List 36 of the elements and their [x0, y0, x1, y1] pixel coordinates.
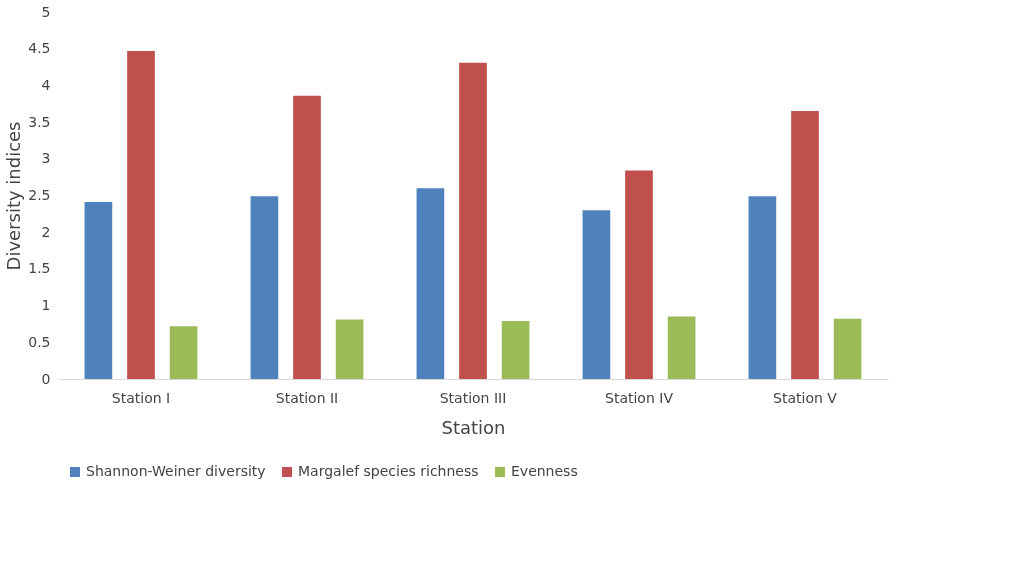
y-axis-title: Diversity indices — [3, 121, 25, 271]
y-tick-label: 4.5 — [28, 40, 51, 57]
bar — [833, 318, 862, 379]
y-tick-label: 4 — [41, 76, 51, 93]
bar — [127, 50, 155, 379]
bar — [748, 196, 777, 379]
y-tick-label: 2 — [41, 223, 51, 240]
bar — [459, 62, 487, 379]
y-tick-label: 2.5 — [28, 187, 51, 203]
bar — [501, 321, 530, 379]
x-axis-title: Station — [441, 416, 506, 438]
bar — [335, 319, 364, 379]
y-tick-label: 0.5 — [28, 333, 51, 350]
x-tick-label: Station II — [275, 389, 339, 406]
legend-label: Margalef species richness — [298, 463, 479, 479]
legend-label: Evenness — [511, 463, 578, 479]
bar — [169, 326, 198, 379]
x-tick-label: Station IV — [605, 389, 674, 406]
bar — [791, 111, 819, 379]
legend-label: Shannon-Weiner diversity — [86, 463, 266, 479]
x-tick-label: Station V — [773, 389, 838, 406]
y-tick-label: 0 — [41, 370, 51, 387]
bar — [625, 170, 653, 379]
y-tick-label: 3 — [41, 150, 51, 167]
bar — [250, 196, 279, 379]
bar — [293, 95, 321, 379]
x-tick-label: Station III — [439, 389, 507, 406]
bar — [84, 202, 113, 379]
y-tick-label: 1 — [41, 297, 51, 314]
y-tick-label: 5 — [41, 3, 51, 20]
y-tick-label: 1.5 — [28, 260, 51, 277]
bar — [667, 316, 696, 379]
y-tick-label: 3.5 — [28, 113, 51, 130]
bar — [582, 210, 611, 379]
bar — [416, 188, 445, 379]
x-tick-label: Station I — [111, 389, 171, 406]
